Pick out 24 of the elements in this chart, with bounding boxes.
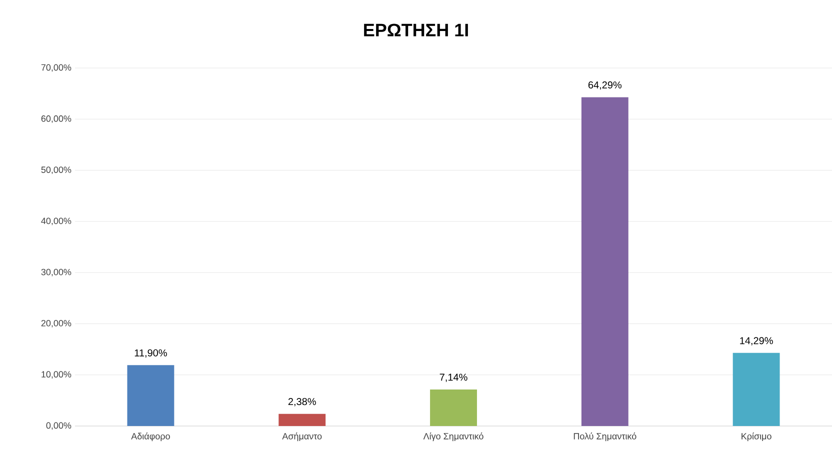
y-tick-label: 60,00% [41,115,72,123]
y-tick-label: 10,00% [42,371,72,379]
y-tick-label: 0,00% [46,422,72,430]
data-label: 7,14% [440,374,468,382]
x-tick-label: Κρίσιμο [742,432,772,442]
x-tick-label: Ασήμαντο [282,432,322,442]
y-tick-label: 70,00% [41,64,72,72]
x-tick-label: Λίγο Σημαντικό [423,432,484,442]
data-label: 64,29% [588,81,622,90]
y-tick-label: 20,00% [41,320,72,328]
data-label: 14,29% [740,337,773,346]
bar [278,414,326,426]
bar [732,352,780,426]
y-tick-label: 30,00% [41,268,72,276]
y-tick-label: 40,00% [41,218,72,226]
y-tick-label: 50,00% [41,166,72,174]
bar [581,97,628,426]
bar [430,389,477,426]
data-label: 2,38% [288,398,316,406]
x-tick-label: Αδιάφορο [131,432,170,442]
bar [127,365,174,426]
x-tick-label: Πολύ Σημαντικό [574,432,636,442]
chart-title: ΕΡΩΤΗΣΗ 1Ι [364,24,468,36]
data-label: 11,90% [134,349,167,358]
